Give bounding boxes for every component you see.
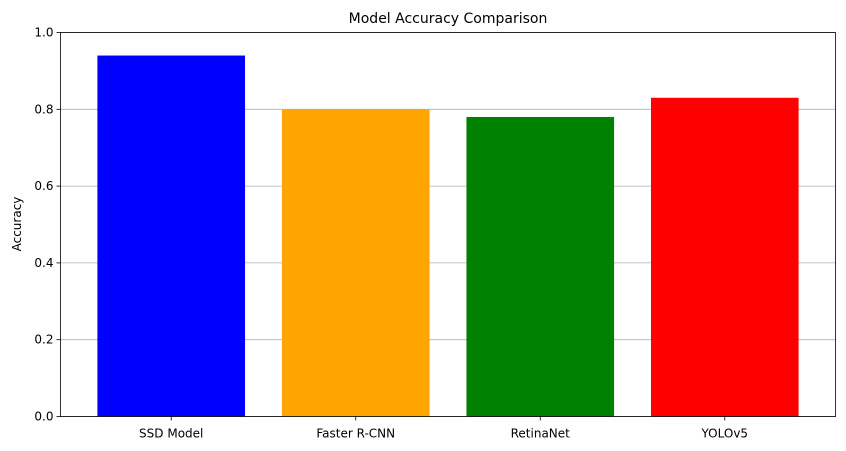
y-tick-label: 0.4: [34, 256, 53, 270]
chart-title: Model Accuracy Comparison: [349, 11, 548, 27]
y-axis-ticks: 0.0 0.2 0.4 0.6 0.8 1.0: [34, 26, 61, 424]
bar-yolov5: [650, 97, 799, 417]
plot-frame: [60, 32, 836, 417]
y-tick-label: 0.8: [34, 102, 53, 116]
x-tick-label: Faster R-CNN: [316, 427, 395, 441]
y-axis-label: Accuracy: [10, 197, 24, 252]
y-tick-label: 0.6: [34, 179, 53, 193]
x-tick-label: RetinaNet: [511, 427, 571, 441]
y-tick-label: 0.0: [34, 410, 53, 424]
y-tick-label: 1.0: [34, 26, 53, 40]
y-tick-label: 0.2: [34, 333, 53, 347]
x-tick-label: YOLOv5: [701, 427, 749, 441]
x-tick-label: SSD Model: [139, 427, 203, 441]
bar-retinanet: [466, 116, 615, 417]
bar-ssd-model: [97, 55, 246, 417]
bar-faster-r-cnn: [281, 109, 430, 417]
bars: [97, 55, 799, 417]
x-axis-ticks: SSD Model Faster R-CNN RetinaNet YOLOv5: [139, 416, 749, 441]
